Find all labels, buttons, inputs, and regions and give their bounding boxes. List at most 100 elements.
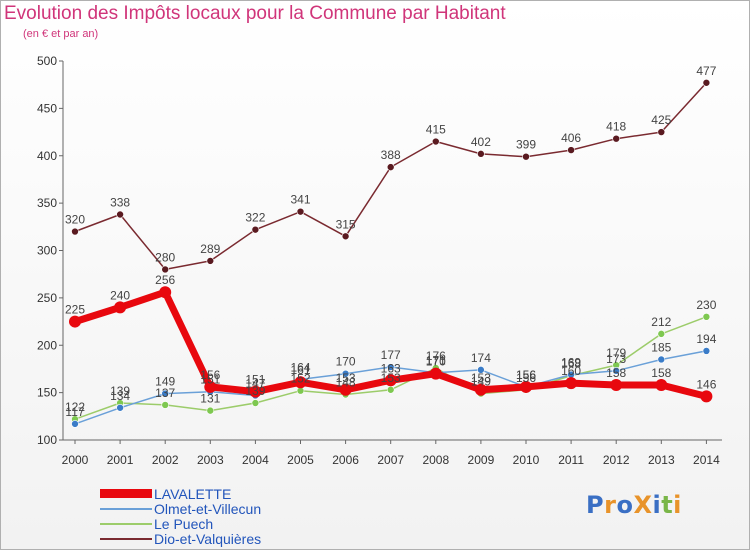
- data-label: 415: [426, 123, 446, 137]
- data-label: 477: [696, 64, 716, 78]
- y-tick-label: 250: [37, 291, 57, 305]
- data-point: [116, 210, 124, 219]
- data-point: [251, 225, 260, 234]
- data-label: 194: [696, 332, 716, 346]
- data-label: 156: [516, 368, 536, 382]
- data-label: 418: [606, 120, 626, 134]
- data-label: 156: [200, 368, 220, 382]
- data-point: [161, 401, 169, 409]
- y-tick-label: 400: [37, 149, 57, 163]
- data-point: [702, 78, 711, 87]
- data-point: [474, 383, 487, 396]
- data-label: 179: [606, 346, 626, 360]
- x-tick-label: 2006: [332, 453, 359, 467]
- data-point: [431, 137, 440, 146]
- x-tick-label: 2005: [287, 453, 314, 467]
- legend-swatch: [100, 489, 152, 498]
- data-point: [161, 265, 169, 274]
- data-label: 338: [110, 195, 130, 209]
- data-label: 158: [651, 366, 671, 380]
- x-tick-label: 2011: [558, 453, 584, 467]
- data-point: [477, 150, 485, 158]
- data-label: 170: [336, 355, 356, 369]
- data-label: 169: [561, 356, 581, 370]
- data-label: 185: [651, 340, 671, 354]
- data-point: [114, 301, 127, 314]
- x-tick-label: 2009: [468, 453, 495, 467]
- data-point: [386, 163, 395, 171]
- data-label: 168: [561, 357, 581, 371]
- data-point: [565, 377, 578, 390]
- data-point: [159, 286, 172, 299]
- data-label: 176: [426, 349, 446, 363]
- y-tick-label: 200: [37, 338, 57, 352]
- data-label: 280: [155, 250, 175, 264]
- data-label: 139: [110, 384, 130, 398]
- y-tick-label: 300: [37, 244, 57, 258]
- data-label: 148: [336, 376, 356, 390]
- data-label: 289: [200, 242, 220, 256]
- y-tick-label: 150: [37, 386, 57, 400]
- legend-label: Dio-et-Valquières: [154, 530, 262, 547]
- data-point: [206, 257, 215, 265]
- data-label: 122: [65, 400, 85, 414]
- data-point: [71, 420, 79, 428]
- legend-item: Dio-et-Valquières: [100, 531, 261, 546]
- legend-item: LAVALETTE: [100, 486, 261, 501]
- data-point: [700, 390, 713, 403]
- data-label: 153: [336, 371, 356, 385]
- data-point: [341, 232, 350, 241]
- data-point: [251, 399, 260, 407]
- data-point: [339, 383, 352, 396]
- data-point: [520, 380, 532, 393]
- data-label: 146: [696, 377, 716, 391]
- data-point: [341, 369, 350, 378]
- data-label: 173: [606, 352, 626, 366]
- data-label: 163: [381, 361, 401, 375]
- data-label: 406: [561, 131, 581, 145]
- data-label: 341: [290, 193, 310, 207]
- data-point: [386, 363, 395, 371]
- data-label: 322: [245, 211, 265, 225]
- data-label: 139: [245, 384, 265, 398]
- logo-letter: P: [586, 491, 605, 519]
- data-label: 156: [516, 368, 536, 382]
- x-tick-label: 2012: [603, 453, 630, 467]
- legend: LAVALETTE Olmet-et-Villecun Le Puech Dio-et…: [100, 486, 261, 546]
- data-label: 117: [65, 405, 84, 419]
- data-label: 388: [381, 148, 401, 162]
- x-tick-label: 2014: [693, 453, 720, 467]
- data-label: 151: [245, 373, 265, 387]
- data-label: 256: [155, 273, 175, 287]
- data-label: 156: [516, 371, 536, 385]
- data-point: [567, 146, 575, 154]
- logo-letter: X: [633, 491, 653, 519]
- data-point: [71, 227, 79, 236]
- data-label: 212: [651, 315, 671, 329]
- data-label: 402: [471, 135, 491, 149]
- data-label: 174: [471, 351, 491, 365]
- data-label: 320: [65, 213, 85, 227]
- data-label: 158: [606, 366, 626, 380]
- data-point: [69, 315, 81, 328]
- chart-subtitle: (en € et par an): [23, 28, 99, 40]
- y-tick-label: 350: [37, 196, 57, 210]
- data-point: [702, 347, 711, 355]
- data-point: [296, 207, 305, 216]
- x-tick-label: 2001: [107, 453, 134, 467]
- data-label: 147: [245, 376, 265, 390]
- x-tick-label: 2010: [513, 453, 540, 467]
- data-label: 149: [155, 375, 175, 389]
- logo-letter: t: [661, 491, 674, 519]
- chart-title: Evolution des Impôts locaux pour la Comm…: [4, 3, 506, 24]
- data-point: [429, 367, 442, 380]
- data-label: 425: [651, 113, 671, 127]
- data-label: 153: [471, 371, 491, 385]
- data-label: 171: [426, 354, 446, 368]
- data-label: 151: [200, 373, 220, 387]
- x-tick-label: 2007: [377, 453, 404, 467]
- legend-label: Le Puech: [154, 515, 214, 532]
- data-label: 177: [381, 348, 401, 362]
- legend-label: LAVALETTE: [154, 485, 232, 502]
- data-point: [386, 385, 395, 394]
